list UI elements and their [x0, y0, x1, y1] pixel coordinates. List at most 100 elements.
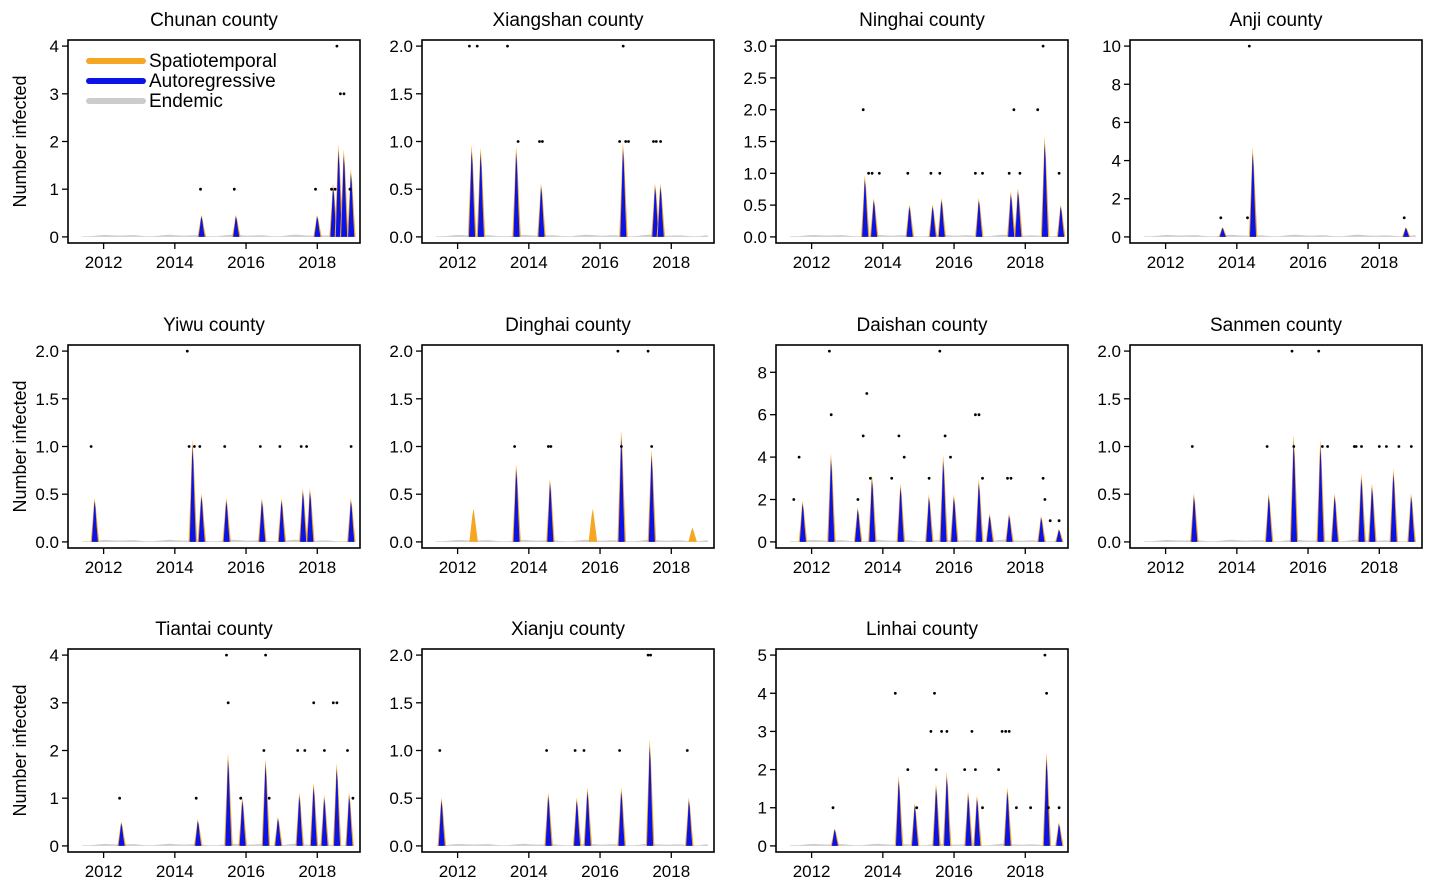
observed-point — [1012, 108, 1016, 112]
y-tick-label: 1.0 — [743, 164, 767, 183]
series-autoregressive-peak — [938, 200, 945, 237]
series-autoregressive-peak — [314, 216, 321, 237]
series-autoregressive-peak — [438, 800, 445, 846]
observed-point — [970, 730, 974, 733]
series-autoregressive-peak — [799, 503, 806, 542]
observed-point — [232, 187, 236, 191]
series-autoregressive-peak — [547, 482, 554, 542]
panel-anji-county: Anji county 0 2 4 6 8 10 2012 2014 2016 2018 — [1102, 10, 1423, 272]
observed-point — [650, 445, 654, 448]
panel-title: Chunan county — [150, 10, 278, 31]
observed-point — [929, 171, 933, 175]
observed-point — [797, 455, 801, 459]
x-tick-label: 2014 — [510, 862, 548, 881]
y-tick-label: 0.5 — [743, 196, 767, 215]
observed-point — [1043, 653, 1047, 657]
series-autoregressive-peak — [346, 796, 353, 846]
plot-frame — [775, 648, 1069, 853]
y-tick-label: 10 — [1102, 37, 1121, 56]
y-tick-label: 4 — [758, 448, 767, 467]
observed-point — [870, 171, 874, 175]
observed-point — [1219, 216, 1223, 220]
series-autoregressive-peak — [321, 798, 328, 846]
y-tick-label: 1.5 — [389, 694, 413, 713]
series-autoregressive-peak — [1015, 191, 1022, 237]
x-tick-label: 2016 — [935, 558, 973, 577]
observed-point — [828, 349, 831, 353]
plot-frame — [421, 39, 715, 244]
observed-point — [339, 92, 342, 96]
y-tick-label: 3 — [50, 85, 59, 104]
series-autoregressive-peak — [976, 200, 983, 237]
panel-title: Linhai county — [866, 619, 978, 640]
series-autoregressive-peak — [584, 791, 591, 846]
y-tick-label: 1 — [758, 799, 767, 818]
x-tick-label: 2012 — [85, 862, 123, 881]
y-tick-label: 0 — [758, 837, 767, 856]
observed-point — [582, 749, 586, 752]
panel-sanmen-county: Sanmen county 0.0 0.5 1.0 1.5 2.0 2012 2014 2016… — [1097, 315, 1423, 577]
series-autoregressive-peak — [189, 446, 196, 542]
observed-point — [118, 796, 121, 800]
observed-point — [468, 44, 471, 48]
observed-point — [869, 476, 872, 480]
observed-point — [335, 701, 339, 705]
y-tick-label: 0.5 — [389, 789, 413, 808]
observed-point — [1007, 171, 1011, 175]
observed-point — [867, 171, 870, 175]
x-tick-label: 2016 — [1289, 558, 1327, 577]
observed-point — [940, 730, 943, 733]
y-tick-label: 3 — [50, 694, 59, 713]
observed-point — [618, 140, 621, 143]
panel-title: Tiantai county — [155, 619, 273, 640]
observed-point — [856, 498, 860, 501]
x-tick-label: 2012 — [439, 862, 477, 881]
y-tick-label: 0.0 — [389, 228, 413, 247]
y-tick-label: 1 — [50, 180, 59, 199]
observed-point — [949, 455, 952, 459]
observed-point — [981, 476, 984, 480]
observed-point — [1043, 498, 1047, 501]
observed-point — [927, 476, 931, 480]
plot-frame — [67, 344, 361, 549]
panel-title: Dinghai county — [505, 315, 631, 336]
series-autoregressive-peak — [239, 800, 246, 846]
y-tick-label: 5 — [758, 646, 767, 665]
y-tick-label: 2.5 — [743, 69, 767, 88]
observed-point — [335, 44, 339, 48]
series-autoregressive-peak — [335, 150, 342, 237]
y-tick-label: 2 — [50, 133, 59, 152]
series-endemic — [790, 234, 1063, 237]
plot-area — [82, 439, 356, 542]
observed-point — [654, 140, 658, 143]
series-autoregressive-peak — [1004, 791, 1011, 846]
observed-point — [342, 92, 346, 96]
y-tick-label: 0.5 — [389, 485, 413, 504]
series-autoregressive-peak — [926, 497, 933, 542]
series-autoregressive-peak — [1038, 517, 1045, 542]
y-tick-label: 3 — [758, 722, 767, 741]
y-tick-label: 0.5 — [389, 180, 413, 199]
series-autoregressive-peak — [1358, 478, 1365, 542]
observed-point — [945, 730, 949, 733]
plot-frame — [421, 344, 715, 549]
y-tick-label: 2.0 — [389, 342, 413, 361]
series-spatiotemporal-area — [469, 508, 478, 542]
observed-point — [239, 796, 243, 800]
series-autoregressive-peak — [118, 823, 125, 846]
y-tick-label: 8 — [758, 363, 767, 382]
observed-point — [646, 653, 650, 657]
observed-point — [545, 749, 548, 752]
observed-point — [330, 187, 333, 191]
series-autoregressive-peak — [911, 806, 919, 846]
y-axis-label: Number infected — [10, 380, 30, 512]
observed-point — [1247, 44, 1251, 48]
x-tick-label: 2016 — [581, 558, 619, 577]
observed-point — [646, 349, 650, 353]
series-autoregressive-peak — [1056, 824, 1063, 846]
plot-area — [790, 453, 1064, 542]
x-tick-label: 2012 — [439, 558, 477, 577]
legend-label: Endemic — [149, 91, 223, 112]
plot-frame — [775, 344, 1069, 549]
y-tick-label: 2 — [50, 742, 59, 761]
